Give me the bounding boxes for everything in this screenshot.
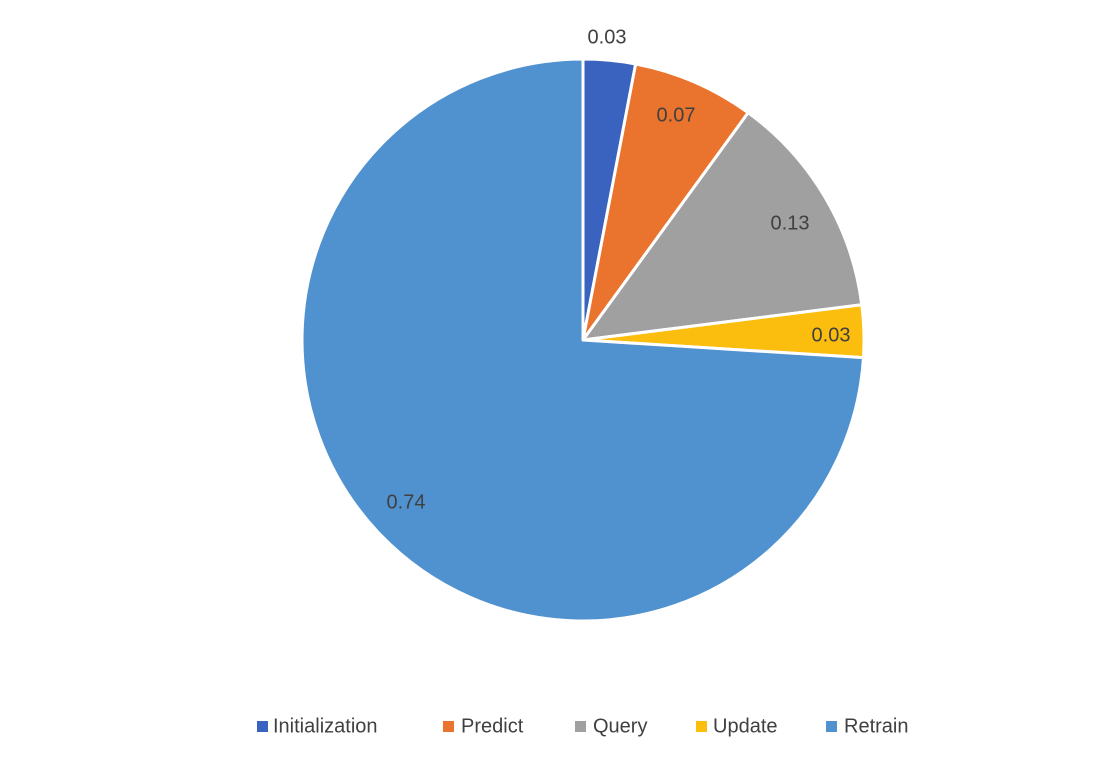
pie-slices (300, 57, 866, 623)
legend: Initialization Predict Query Update Retrain (257, 715, 908, 737)
data-labels: 0.03 0.07 0.13 0.03 0.74 (387, 26, 851, 513)
legend-swatch-update (696, 721, 707, 732)
legend-swatch-query (575, 721, 586, 732)
data-label-update: 0.03 (812, 324, 851, 346)
pie-slice-retrain (300, 57, 865, 623)
legend-label-initialization: Initialization (273, 715, 378, 737)
legend-swatch-initialization (257, 721, 268, 732)
legend-label-update: Update (713, 715, 778, 737)
data-label-predict: 0.07 (657, 104, 696, 126)
legend-label-retrain: Retrain (844, 715, 908, 737)
data-label-initialization: 0.03 (588, 26, 627, 48)
legend-label-predict: Predict (461, 715, 524, 737)
pie-slice-predict (581, 62, 750, 342)
pie-slice-query (581, 111, 864, 342)
legend-label-query: Query (593, 715, 647, 737)
legend-swatch-predict (443, 721, 454, 732)
data-label-query: 0.13 (771, 212, 810, 234)
data-label-retrain: 0.74 (387, 491, 426, 513)
legend-swatch-retrain (826, 721, 837, 732)
